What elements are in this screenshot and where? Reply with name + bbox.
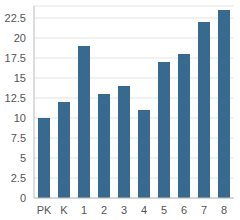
svg-text:2: 2 [101,204,107,216]
svg-text:4: 4 [141,204,147,216]
svg-text:8: 8 [221,204,227,216]
svg-text:2.5: 2.5 [11,172,26,184]
svg-text:12.5: 12.5 [8,92,26,104]
svg-text:3: 3 [121,204,127,216]
svg-text:6: 6 [181,204,187,216]
svg-text:7: 7 [201,204,207,216]
svg-text:7.5: 7.5 [11,132,26,144]
svg-text:15: 15 [14,72,26,84]
svg-text:22.5: 22.5 [8,12,26,24]
svg-text:1: 1 [81,204,87,216]
svg-text:5: 5 [20,152,26,164]
svg-text:PK: PK [37,204,52,216]
svg-text:K: K [60,204,68,216]
svg-text:10: 10 [14,112,26,124]
svg-text:5: 5 [161,204,167,216]
svg-text:0: 0 [20,192,26,204]
svg-text:20: 20 [14,32,26,44]
svg-text:17.5: 17.5 [8,52,26,64]
